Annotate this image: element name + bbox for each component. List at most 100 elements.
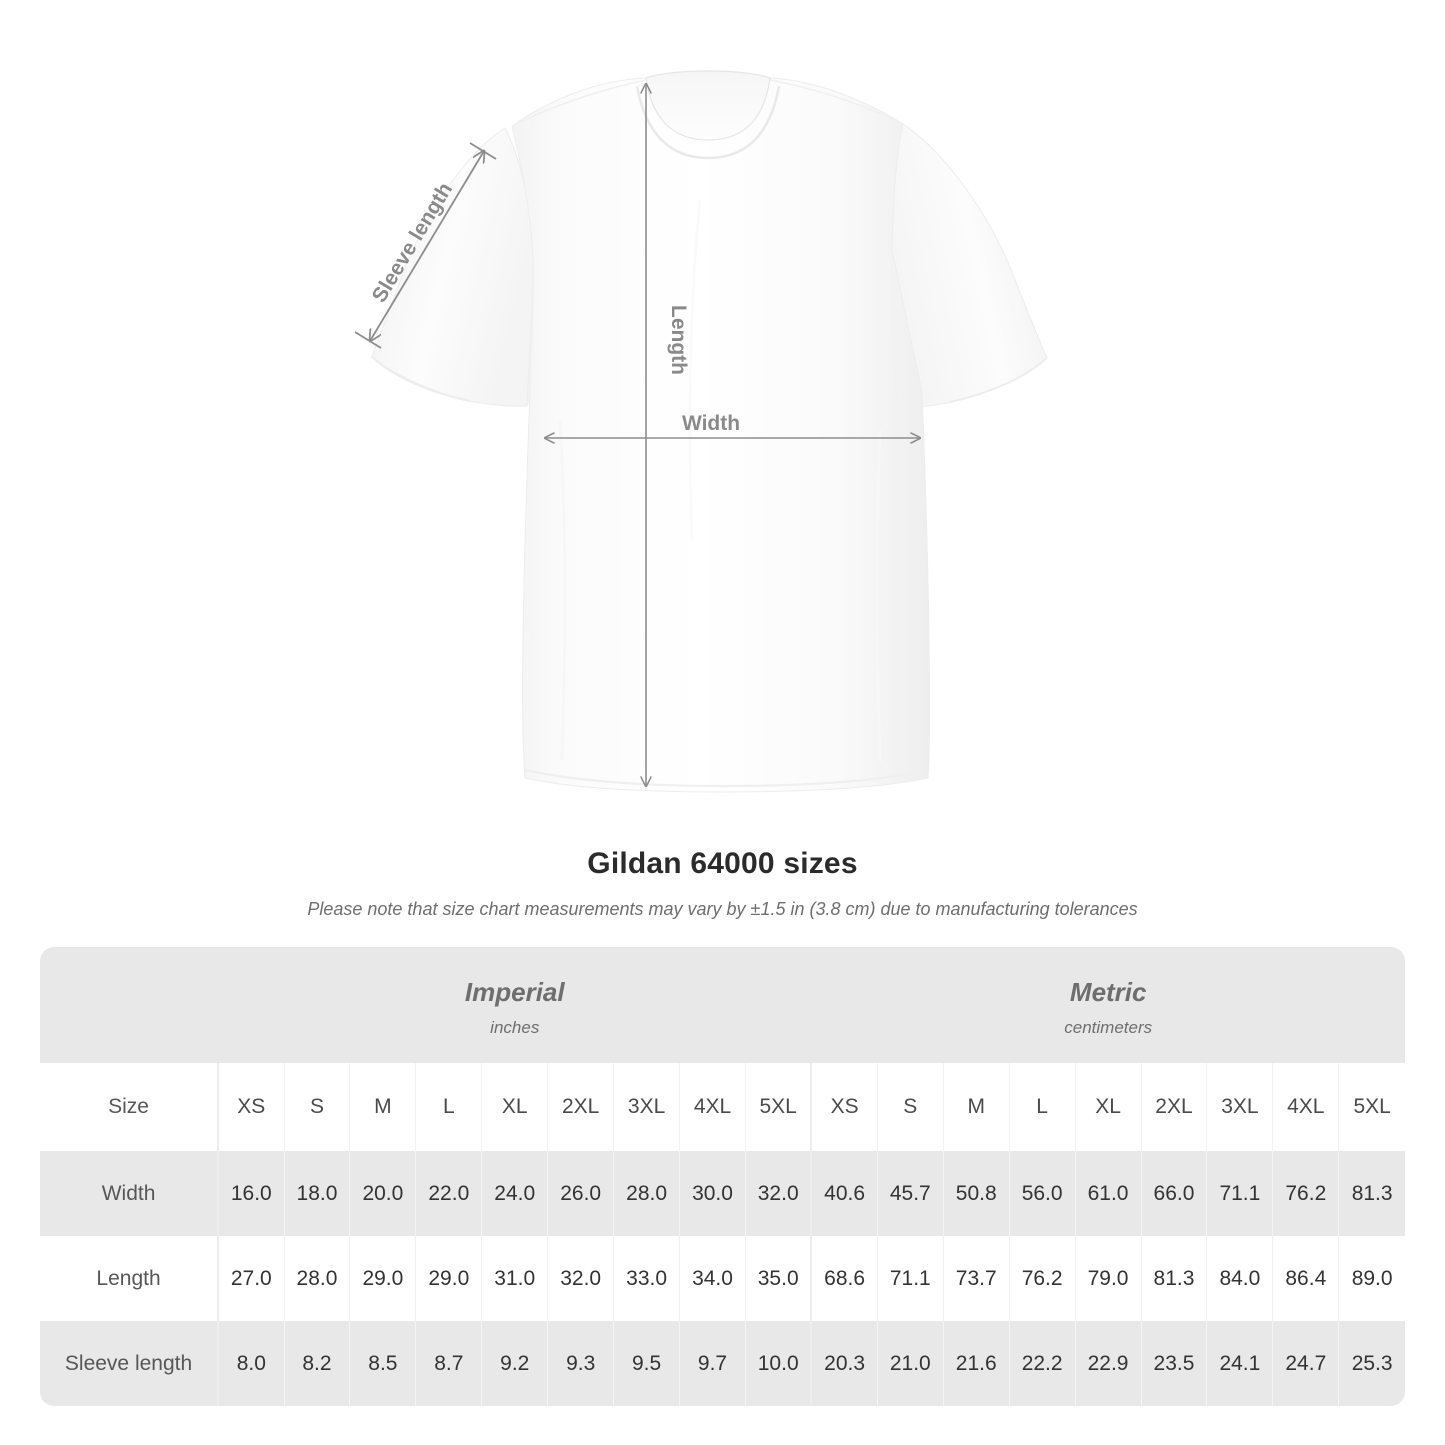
size-header-cell: 3XL [613,1063,680,1151]
size-header-cell: XL [1074,1063,1142,1151]
size-header-cell: 2XL [1140,1063,1207,1151]
size-header-cell: 4XL [1272,1063,1339,1151]
table-cell: 33.0 [613,1236,680,1321]
table-cell: 8.7 [415,1321,482,1406]
size-header-cell: L [415,1063,482,1151]
table-cell: 76.2 [1272,1151,1339,1236]
table-cell: 71.1 [1206,1151,1273,1236]
tshirt-diagram: Sleeve length Length Width [354,70,1048,793]
table-row: Sleeve length 8.0 8.2 8.5 8.7 9.2 9.3 9.… [40,1321,1405,1406]
table-cell: 16.0 [217,1151,285,1236]
table-cell: 81.3 [1338,1151,1405,1236]
table-cell: 9.7 [679,1321,746,1406]
table-cell: 28.0 [283,1236,350,1321]
size-header-cell: S [283,1063,350,1151]
row-label-width: Width [40,1151,219,1236]
chart-heading-block: Gildan 64000 sizes Please note that size… [0,845,1445,921]
size-header-cell: 3XL [1206,1063,1273,1151]
table-cell: 81.3 [1140,1236,1207,1321]
tshirt-illustration: Sleeve length Length Width [354,70,1048,793]
measurement-tolerance-note: Please note that size chart measurements… [307,899,1138,919]
size-header-cell: 2XL [547,1063,614,1151]
table-cell: 76.2 [1008,1236,1076,1321]
table-row: Length 27.0 28.0 29.0 29.0 31.0 32.0 33.… [40,1236,1405,1321]
table-cell: 68.6 [810,1236,878,1321]
table-cell: 20.3 [810,1321,878,1406]
table-cell: 66.0 [1140,1151,1207,1236]
width-label: Width [682,412,740,435]
table-cell: 31.0 [481,1236,548,1321]
table-cell: 8.2 [283,1321,350,1406]
unit-imperial-sub: inches [490,1018,540,1038]
table-row: Width 16.0 18.0 20.0 22.0 24.0 26.0 28.0… [40,1151,1405,1236]
row-label-sleeve-length: Sleeve length [40,1321,219,1406]
table-cell: 28.0 [613,1151,680,1236]
size-header-row: Size XS S M L XL 2XL 3XL 4XL 5XL XS S M … [40,1063,1405,1151]
table-cell: 26.0 [547,1151,614,1236]
table-cell: 22.0 [415,1151,482,1236]
size-header-cell: M [349,1063,416,1151]
row-label-length: Length [40,1236,219,1321]
table-cell: 21.6 [942,1321,1010,1406]
table-cell: 89.0 [1338,1236,1405,1321]
table-cell: 50.8 [942,1151,1010,1236]
table-cell: 30.0 [679,1151,746,1236]
table-cell: 86.4 [1272,1236,1339,1321]
table-cell: 22.2 [1008,1321,1076,1406]
column-header-size: Size [40,1063,219,1151]
table-cell: 73.7 [942,1236,1010,1321]
table-cell: 10.0 [744,1321,812,1406]
table-cell: 29.0 [415,1236,482,1321]
unit-banner-metric: Metric centimeters [811,947,1405,1063]
table-cell: 21.0 [876,1321,944,1406]
table-cell: 35.0 [744,1236,812,1321]
table-cell: 9.5 [613,1321,680,1406]
table-cell: 32.0 [547,1236,614,1321]
sleeve-length-tick-start [354,331,382,349]
table-cell: 84.0 [1206,1236,1273,1321]
size-header-cell: 4XL [679,1063,746,1151]
table-cell: 24.0 [481,1151,548,1236]
sleeve-length-tick-end [469,142,497,160]
table-cell: 25.3 [1338,1321,1405,1406]
unit-banner-imperial: Imperial inches [218,947,812,1063]
size-header-cell: XS [217,1063,285,1151]
table-cell: 27.0 [217,1236,285,1321]
table-cell: 23.5 [1140,1321,1207,1406]
size-header-cell: S [876,1063,944,1151]
width-annotation: Width [545,412,920,438]
table-cell: 18.0 [283,1151,350,1236]
table-cell: 71.1 [876,1236,944,1321]
table-cell: 8.5 [349,1321,416,1406]
size-header-cell: L [1008,1063,1076,1151]
table-cell: 9.3 [547,1321,614,1406]
unit-metric-sub: centimeters [1064,1018,1153,1038]
table-cell: 24.1 [1206,1321,1273,1406]
size-header-cell: M [942,1063,1010,1151]
size-chart-table-container: Imperial inches Metric centimeters Size … [40,947,1405,1406]
size-header-cell: XS [810,1063,878,1151]
unit-banner-row: Imperial inches Metric centimeters [40,947,1405,1063]
table-cell: 29.0 [349,1236,416,1321]
length-label: Length [667,305,690,375]
table-cell: 8.0 [217,1321,285,1406]
sleeve-length-arrow [370,151,484,341]
size-header-cell: 5XL [744,1063,812,1151]
size-header-cell: 5XL [1338,1063,1405,1151]
table-cell: 9.2 [481,1321,548,1406]
table-cell: 32.0 [744,1151,812,1236]
table-cell: 22.9 [1074,1321,1142,1406]
unit-metric-name: Metric [1069,977,1147,1008]
table-cell: 34.0 [679,1236,746,1321]
table-cell: 24.7 [1272,1321,1339,1406]
size-chart-table: Imperial inches Metric centimeters Size … [40,947,1405,1406]
table-cell: 45.7 [876,1151,944,1236]
table-cell: 79.0 [1074,1236,1142,1321]
table-cell: 20.0 [349,1151,416,1236]
page-title: Gildan 64000 sizes [587,847,858,880]
size-header-cell: XL [481,1063,548,1151]
table-cell: 56.0 [1008,1151,1076,1236]
unit-imperial-name: Imperial [464,977,565,1008]
table-cell: 40.6 [810,1151,878,1236]
unit-banner-spacer [40,947,219,1063]
